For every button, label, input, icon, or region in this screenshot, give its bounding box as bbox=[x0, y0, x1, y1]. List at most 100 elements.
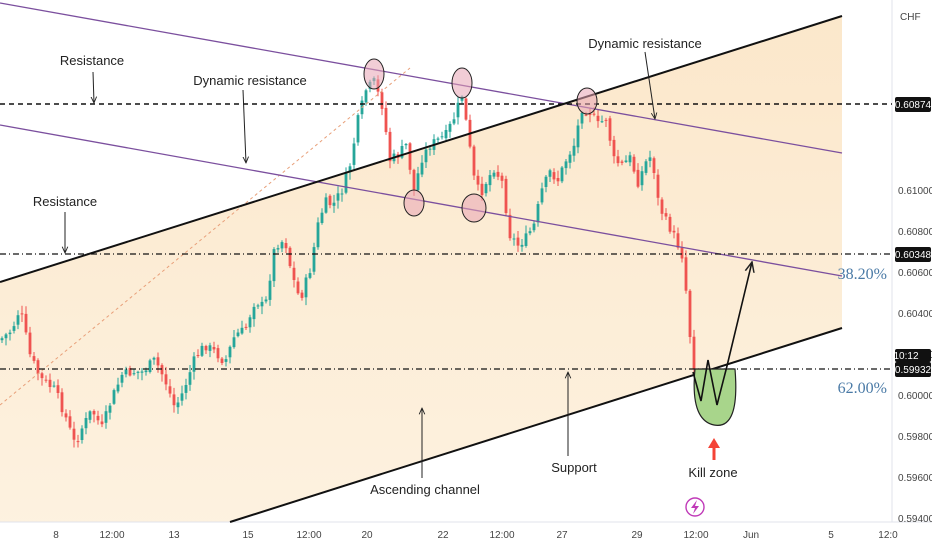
candle-body bbox=[116, 384, 120, 392]
candle-body bbox=[472, 146, 476, 176]
candle-body bbox=[560, 167, 564, 182]
candle-body bbox=[660, 199, 664, 214]
candle-body bbox=[688, 290, 692, 337]
kill-zone-arrow bbox=[708, 438, 720, 460]
candle-body bbox=[608, 118, 612, 141]
svg-text:0.60874: 0.60874 bbox=[895, 100, 932, 111]
candle-body bbox=[308, 273, 312, 278]
resistance-top-pointer bbox=[93, 71, 94, 103]
candle-body bbox=[452, 119, 456, 124]
candle-body bbox=[356, 115, 360, 143]
candle-body bbox=[224, 359, 228, 362]
candle-body bbox=[404, 144, 408, 146]
candle-body bbox=[192, 356, 196, 372]
candle-body bbox=[296, 281, 300, 294]
dynamic-resistance-right-pointer bbox=[644, 51, 655, 119]
candle-body bbox=[384, 107, 388, 133]
candle-body bbox=[272, 249, 276, 282]
candle-body bbox=[44, 379, 48, 381]
candle-body bbox=[528, 231, 532, 234]
candle-body bbox=[568, 154, 572, 163]
candle-body bbox=[672, 230, 676, 233]
candle-body bbox=[120, 374, 124, 383]
price-badge-0.60874: 0.60874 bbox=[895, 97, 932, 112]
candle-body bbox=[236, 332, 240, 337]
candle-body bbox=[604, 119, 608, 121]
ascending-channel-fill bbox=[0, 16, 842, 522]
ascending-channel-label: Ascending channel bbox=[370, 482, 480, 497]
price-tick-label: 0.60400 bbox=[898, 309, 932, 320]
candle-body bbox=[72, 428, 76, 440]
candle-body bbox=[348, 166, 352, 173]
candle-body bbox=[496, 171, 500, 177]
candle-body bbox=[196, 355, 200, 356]
candle-body bbox=[84, 418, 88, 429]
resistance-top-label: Resistance bbox=[60, 53, 124, 68]
time-tick-label: 12:00 bbox=[99, 530, 124, 541]
time-tick-label: 22 bbox=[437, 530, 449, 541]
svg-text:10:12: 10:12 bbox=[893, 351, 918, 362]
candle-body bbox=[380, 92, 384, 109]
dynamic-resistance-left-pointer bbox=[242, 89, 246, 163]
candle-body bbox=[516, 237, 520, 246]
candle-body bbox=[640, 171, 644, 186]
candle-body bbox=[32, 356, 36, 361]
candle-body bbox=[588, 113, 592, 115]
candle-body bbox=[68, 416, 72, 428]
candle-body bbox=[64, 413, 68, 418]
price-tick-label: 0.59400 bbox=[898, 514, 932, 525]
candle-body bbox=[276, 248, 280, 250]
candle-body bbox=[168, 386, 172, 394]
time-tick-label: 8 bbox=[53, 530, 59, 541]
candle-body bbox=[260, 301, 264, 307]
candle-body bbox=[616, 156, 620, 164]
candle-body bbox=[476, 175, 480, 185]
candle-body bbox=[364, 90, 368, 103]
candle-body bbox=[336, 193, 340, 201]
candle-body bbox=[328, 195, 332, 206]
candle-body bbox=[420, 162, 424, 175]
candle-body bbox=[284, 243, 288, 249]
touch-marker bbox=[403, 189, 425, 217]
candle-body bbox=[212, 347, 216, 350]
svg-text:0.59932: 0.59932 bbox=[895, 365, 932, 376]
dynamic-resistance-left-label: Dynamic resistance bbox=[193, 73, 306, 88]
candle-body bbox=[488, 175, 492, 186]
candle-body bbox=[676, 233, 680, 248]
price-tick-label: 0.60000 bbox=[898, 391, 932, 402]
candle-body bbox=[216, 348, 220, 359]
touch-marker bbox=[576, 87, 598, 115]
time-tick-label: 12:00 bbox=[296, 530, 321, 541]
candle-body bbox=[244, 326, 248, 328]
lightning-icon[interactable] bbox=[685, 497, 705, 517]
candle-body bbox=[612, 139, 616, 157]
candle-body bbox=[544, 176, 548, 187]
time-tick-label: 12:00 bbox=[683, 530, 708, 541]
candle-body bbox=[500, 175, 504, 181]
candle-body bbox=[424, 149, 428, 163]
candle-body bbox=[668, 216, 672, 232]
candle-body bbox=[512, 238, 516, 240]
candle-body bbox=[144, 370, 148, 373]
candle-body bbox=[304, 277, 308, 298]
candle-body bbox=[592, 113, 596, 115]
candle-body bbox=[184, 385, 188, 393]
time-tick-label: 13 bbox=[168, 530, 180, 541]
time-tick-label: 12:0 bbox=[878, 530, 898, 541]
candle-body bbox=[456, 102, 460, 118]
time-tick-label: 29 bbox=[631, 530, 643, 541]
candle-body bbox=[136, 371, 140, 373]
candle-body bbox=[240, 327, 244, 334]
candle-body bbox=[12, 326, 16, 331]
candle-body bbox=[300, 292, 304, 298]
candle-body bbox=[312, 247, 316, 272]
candle-body bbox=[448, 123, 452, 132]
candle-body bbox=[632, 156, 636, 172]
candle-body bbox=[232, 337, 236, 348]
support-label: Support bbox=[551, 460, 597, 475]
touch-marker bbox=[461, 193, 487, 223]
candle-body bbox=[684, 257, 688, 291]
candle-body bbox=[56, 385, 60, 393]
candle-body bbox=[100, 421, 104, 425]
